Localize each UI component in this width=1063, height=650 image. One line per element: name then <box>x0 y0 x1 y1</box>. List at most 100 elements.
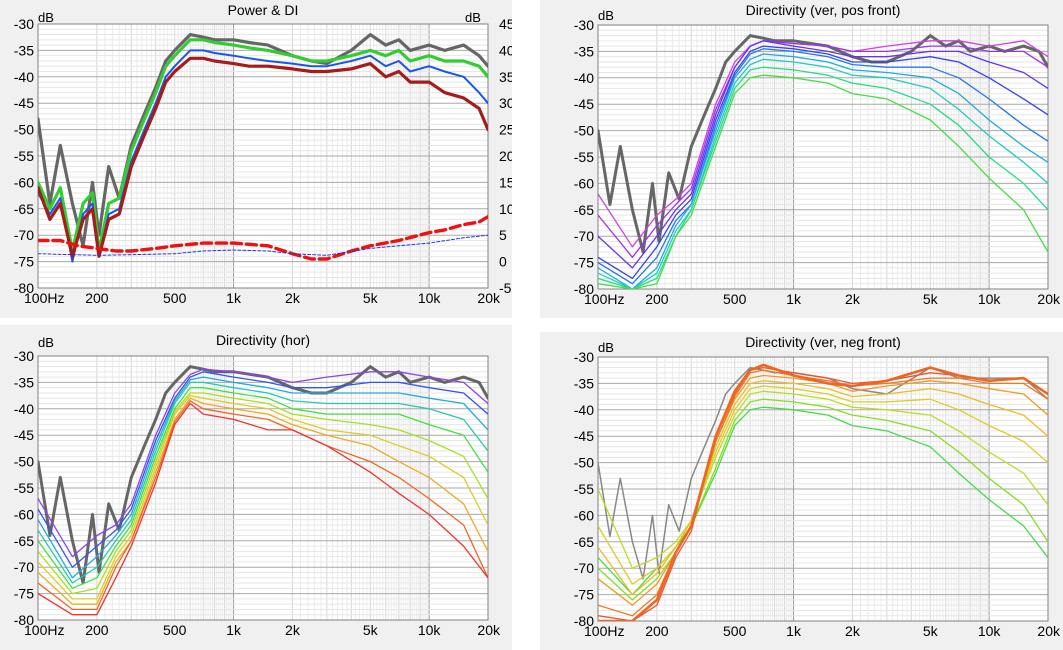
series-group <box>598 363 1048 621</box>
y-tick-label: -30 <box>574 17 594 33</box>
y-tick-label: -30 <box>14 348 34 364</box>
y-tick-label: -40 <box>574 402 594 418</box>
x-tick-label: 1k <box>786 291 802 307</box>
y-tick-label: -40 <box>14 69 34 85</box>
y-axis-label: dB <box>38 10 54 25</box>
x-tick-label: 1k <box>226 622 242 638</box>
y2-tick-label: 35 <box>499 69 512 85</box>
y2-tick-label: 40 <box>499 42 512 58</box>
x-tick-label: 20k <box>1037 291 1061 307</box>
x-tick-label: 2k <box>285 622 301 638</box>
chart-title: Directivity (hor) <box>216 332 310 348</box>
y-tick-label: -40 <box>14 401 34 417</box>
x-tick-label: 5k <box>363 290 379 306</box>
y-tick-label: -65 <box>14 533 34 549</box>
x-tick-label: 1k <box>226 290 242 306</box>
y-tick-label: -70 <box>574 228 594 244</box>
y-tick-label: -60 <box>574 507 594 523</box>
series-line-5 <box>38 387 488 589</box>
y2-tick-label: 0 <box>499 254 507 270</box>
series-line-0 <box>598 34 1048 254</box>
x-tick-label: 20k <box>1037 623 1061 639</box>
y2-tick-label: -5 <box>499 280 512 296</box>
chart-directivity-ver-neg: Directivity (ver, neg front) dB -30 -35 -40 -… <box>540 332 1063 650</box>
y-tick-label: -50 <box>14 122 34 138</box>
y2-axis-label: dB <box>465 10 481 25</box>
series-line-7 <box>38 394 488 600</box>
x-tick-label: 500 <box>163 622 187 638</box>
y2-tick-label: 30 <box>499 95 512 111</box>
chart-directivity-ver-pos-svg: Directivity (ver, pos front) dB -30 -35 -40 -… <box>574 2 1061 307</box>
series-line-5 <box>598 380 1048 596</box>
y-tick-label: -50 <box>14 454 34 470</box>
series-line-3 <box>38 376 488 579</box>
y-tick-label: -30 <box>574 349 594 365</box>
series-line-5 <box>598 48 1048 285</box>
x-tick-label: 100Hz <box>24 622 64 638</box>
series-line-4 <box>38 381 488 584</box>
y-tick-label: -70 <box>14 559 34 575</box>
series-line-9 <box>598 74 1048 289</box>
series-line-0 <box>598 366 1048 580</box>
series-line-6 <box>598 53 1048 289</box>
series-line-6 <box>38 392 488 595</box>
series-line-5 <box>38 234 488 256</box>
x-tick-label: 5k <box>923 623 939 639</box>
y-tick-label: -65 <box>14 201 34 217</box>
x-tick-label: 200 <box>645 291 669 307</box>
series-line-8 <box>38 397 488 605</box>
y2-tick-label: 20 <box>499 148 512 164</box>
y-tick-label: -50 <box>574 123 594 139</box>
series-group <box>38 365 488 616</box>
series-line-1 <box>38 368 488 558</box>
y-tick-label: -75 <box>14 254 34 270</box>
y-tick-label: -35 <box>574 43 594 59</box>
y-tick-label: -60 <box>14 174 34 190</box>
y-tick-label: -45 <box>574 428 594 444</box>
series-group <box>38 32 488 263</box>
series-line-7 <box>598 58 1048 289</box>
y-tick-label: -75 <box>574 587 594 603</box>
y-tick-label: -55 <box>14 480 34 496</box>
y-tick-label: -35 <box>574 375 594 391</box>
y2-tick-label: 5 <box>499 227 507 243</box>
plot-border <box>37 23 489 289</box>
x-tick-label: 200 <box>645 623 669 639</box>
series-line-2 <box>598 40 1048 258</box>
series-line-1 <box>38 38 488 253</box>
y-tick-label: -30 <box>14 16 34 32</box>
plot-border <box>597 24 1049 290</box>
y-tick-label: -35 <box>14 42 34 58</box>
x-tick-label: 2k <box>845 291 861 307</box>
y-tick-label: -75 <box>574 255 594 271</box>
y-tick-label: -55 <box>574 481 594 497</box>
y-tick-label: -55 <box>14 148 34 164</box>
y-tick-label: -35 <box>14 374 34 390</box>
y-tick-label: -65 <box>574 534 594 550</box>
series-line-3 <box>598 390 1048 569</box>
chart-power-di: Power & DI dB dB -30 -35 -40 -45 -50 -55 -60 -65 -7… <box>0 0 512 318</box>
series-line-4 <box>38 214 488 261</box>
x-tick-label: 5k <box>923 291 939 307</box>
chart-title: Power & DI <box>228 2 299 18</box>
series-group <box>598 34 1048 289</box>
y-tick-label: -45 <box>14 427 34 443</box>
y-tick-label: -45 <box>574 96 594 112</box>
chart-title: Directivity (ver, neg front) <box>745 334 901 350</box>
y2-tick-label: 25 <box>499 122 512 138</box>
x-tick-label: 10k <box>418 622 442 638</box>
y-tick-label: -50 <box>574 455 594 471</box>
series-line-9 <box>38 400 488 611</box>
x-tick-label: 1k <box>786 623 802 639</box>
chart-title: Directivity (ver, pos front) <box>746 2 901 18</box>
plot-border <box>37 355 489 621</box>
y-tick-label: -40 <box>574 70 594 86</box>
x-tick-label: 5k <box>363 622 379 638</box>
x-tick-label: 10k <box>978 623 1002 639</box>
y-tick-label: -60 <box>14 506 34 522</box>
x-tick-label: 200 <box>85 290 109 306</box>
chart-directivity-hor: Directivity (hor) dB -30 -35 -40 -45 -50 -55 -60… <box>0 325 512 650</box>
x-tick-label: 20k <box>477 290 501 306</box>
y2-tick-label: 15 <box>499 174 512 190</box>
